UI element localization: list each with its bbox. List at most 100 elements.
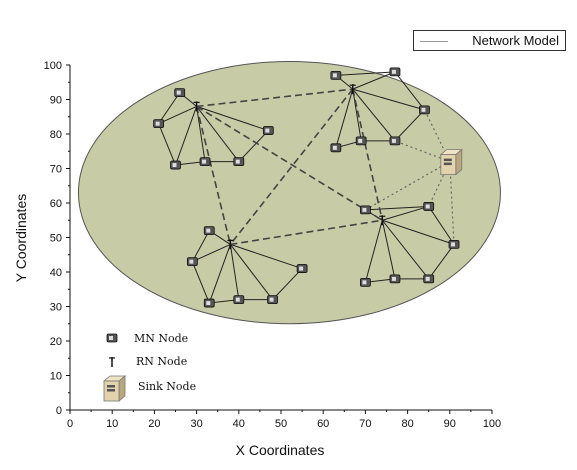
mn-node-window: [206, 301, 211, 306]
mn-mn-link: [394, 109, 425, 142]
rn-mn-link: [196, 106, 206, 162]
mn-node: [389, 136, 401, 146]
mn-node: [423, 202, 435, 211]
rn-mn-link: [230, 243, 303, 270]
mn-node-window: [332, 73, 337, 78]
mn-node: [233, 157, 245, 167]
mn-mn-link: [428, 206, 455, 245]
y-tick-label: 70: [50, 164, 62, 176]
sink-link: [428, 161, 451, 207]
mn-node-icon: [106, 333, 118, 343]
x-tick-label: 0: [67, 418, 73, 430]
mn-node: [448, 239, 460, 249]
mn-node: [359, 277, 371, 287]
sink-node-drive: [107, 385, 115, 388]
mn-node: [389, 67, 401, 77]
sink-node: [439, 148, 463, 176]
mn-node-window: [299, 266, 304, 271]
rn-node: [227, 239, 234, 250]
rn-rn-link: [195, 106, 232, 245]
sink-node-side: [118, 375, 126, 402]
rn-mn-link: [352, 89, 362, 141]
rn-mn-link: [352, 88, 396, 142]
mn-node-window: [265, 128, 270, 133]
deployment-field: [77, 61, 501, 325]
rn-mn-link: [382, 205, 429, 221]
legend-item-label: RN Node: [136, 355, 187, 368]
sink-node-drive: [443, 162, 452, 166]
y-tick-label: 80: [50, 129, 62, 141]
rn-mn-link: [229, 244, 240, 300]
mn-node-window: [362, 280, 367, 285]
mn-node: [330, 143, 342, 153]
mn-mn-link: [158, 92, 181, 124]
x-tick-label: 100: [483, 418, 501, 430]
legend-line-sample: [420, 41, 448, 42]
mn-node: [153, 119, 165, 129]
mn-node-window: [235, 297, 240, 302]
mn-node-window: [332, 145, 337, 150]
sink-node-drive: [107, 389, 115, 392]
rn-node: [379, 215, 386, 226]
mn-node: [419, 105, 430, 115]
x-tick-label: 20: [148, 418, 160, 430]
x-axis-title: X Coordinates: [236, 442, 325, 458]
mn-node-window: [362, 207, 367, 212]
sink-node-side: [455, 148, 463, 176]
rn-mn-link: [175, 106, 198, 166]
mn-mn-link: [238, 130, 269, 162]
rn-rn-link: [230, 219, 383, 246]
mn-node: [359, 205, 371, 215]
legend-item: MN Node: [106, 332, 188, 345]
mn-node: [203, 298, 215, 308]
node-legend: MN Node RN Node Sink Node: [102, 332, 196, 402]
mn-node: [262, 126, 274, 135]
mn-node: [170, 160, 181, 170]
mn-node-window: [189, 259, 194, 264]
mn-mn-link: [191, 261, 210, 304]
mn-node-window: [202, 159, 207, 164]
rn-mn-link: [352, 88, 425, 111]
mn-node: [296, 264, 308, 273]
rn-mn-link: [364, 220, 383, 283]
rn-rn-link: [196, 105, 383, 221]
rn-mn-link: [192, 243, 231, 263]
mn-node-window: [235, 159, 240, 164]
y-tick-label: 100: [44, 60, 62, 72]
x-tick-label: 40: [233, 418, 245, 430]
mn-node: [186, 257, 198, 267]
mn-node-window: [269, 297, 274, 302]
sensing-field-ellipse: [77, 61, 501, 325]
x-tick-label: 60: [317, 418, 329, 430]
y-tick-label: 0: [56, 405, 62, 417]
mn-node-window: [109, 336, 113, 340]
rn-node-icon: [109, 357, 115, 367]
mn-mn-link: [428, 244, 455, 280]
rn-mn-link: [381, 219, 430, 280]
x-tick-label: 10: [106, 418, 118, 430]
rn-rn-link: [351, 88, 384, 221]
rn-mn-link: [352, 71, 396, 90]
mn-node-window: [172, 163, 177, 168]
mn-node-window: [451, 242, 456, 247]
x-tick-label: 70: [359, 418, 371, 430]
mn-node: [355, 136, 367, 146]
mn-node: [423, 274, 435, 284]
rn-mn-link: [196, 105, 269, 132]
x-tick-label: 30: [190, 418, 202, 430]
rn-rn-link: [196, 88, 353, 108]
sink-link: [365, 161, 451, 211]
rn-mn-link: [158, 105, 197, 125]
sink-node-drive: [443, 158, 452, 162]
mn-node-window: [206, 228, 211, 233]
x-tick-label: 80: [401, 418, 413, 430]
mn-mn-link: [365, 205, 429, 211]
mn-node-window: [425, 204, 430, 209]
rn-mn-link: [382, 219, 455, 245]
sink-node-icon: [102, 375, 127, 402]
y-tick-label: 50: [50, 233, 62, 245]
rn-mn-link: [381, 220, 396, 280]
legend-item: Sink Node: [102, 375, 196, 402]
axes: 0 10 20 30 40 50 60 70 80 90 100 0 10 20 30 40 50 60 70 80 9…: [44, 60, 502, 430]
